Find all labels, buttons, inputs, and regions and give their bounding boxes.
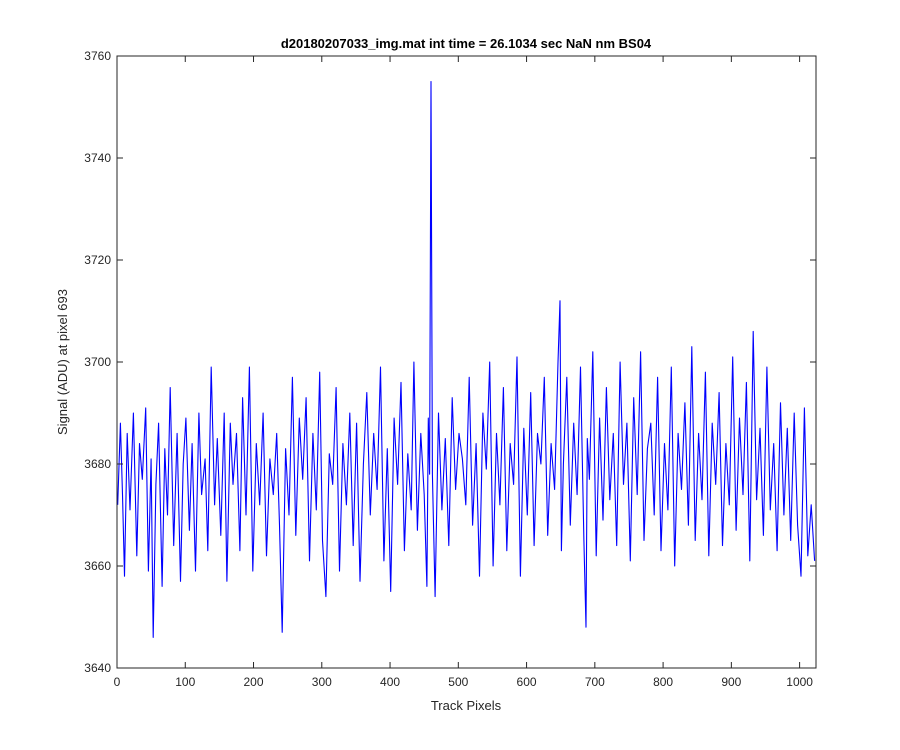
- x-tick-label: 1000: [786, 675, 813, 689]
- chart-title: d20180207033_img.mat int time = 26.1034 …: [281, 36, 652, 51]
- plot-area: [117, 56, 816, 668]
- y-tick-label: 3640: [84, 661, 111, 675]
- y-tick-label: 3760: [84, 49, 111, 63]
- x-tick-label: 800: [653, 675, 673, 689]
- x-tick-label: 600: [517, 675, 537, 689]
- axes-layer: 0 100 200 300 400 500 600 700 800 900 1000 3640 3660…: [84, 49, 817, 689]
- x-tick-label: 400: [380, 675, 400, 689]
- x-tick-label: 900: [721, 675, 741, 689]
- x-axis-label: Track Pixels: [431, 698, 502, 713]
- y-axis-label: Signal (ADU) at pixel 693: [55, 289, 70, 435]
- series-line-0: [117, 80, 816, 638]
- x-tick-label: 500: [448, 675, 468, 689]
- x-tick-label: 0: [114, 675, 121, 689]
- y-tick-label: 3700: [84, 355, 111, 369]
- y-tick-label: 3740: [84, 151, 111, 165]
- y-tick-label: 3660: [84, 559, 111, 573]
- x-tick-label: 300: [312, 675, 332, 689]
- y-tick-label: 3720: [84, 253, 111, 267]
- x-tick-label: 200: [244, 675, 264, 689]
- x-tick-label: 700: [585, 675, 605, 689]
- x-tick-label: 100: [175, 675, 195, 689]
- y-tick-label: 3680: [84, 457, 111, 471]
- plot-layer: [117, 80, 816, 638]
